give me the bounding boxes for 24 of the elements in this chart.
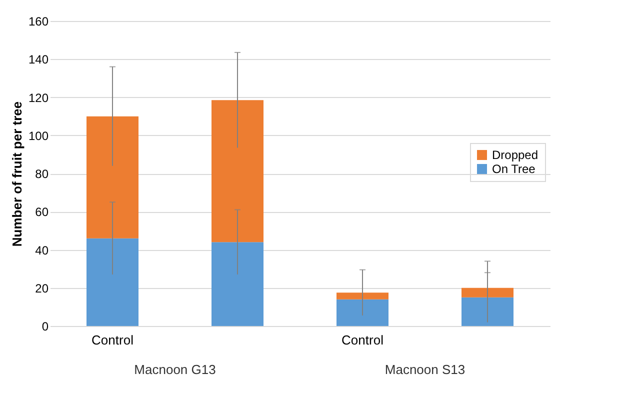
y-tick-label: 60 — [35, 205, 49, 220]
y-tick-label: 100 — [28, 128, 49, 143]
y-tick-label: 120 — [28, 90, 49, 105]
x-tick-label: Control — [92, 332, 134, 348]
bar — [336, 299, 388, 326]
bar — [86, 116, 138, 238]
bar — [462, 297, 514, 326]
legend-label: On Tree — [492, 162, 536, 176]
y-tick-label: 20 — [35, 281, 49, 296]
x-tick-label: Control — [342, 332, 384, 348]
y-tick-label: 80 — [35, 167, 49, 181]
bar — [86, 238, 138, 326]
y-tick-label: 160 — [28, 14, 49, 28]
bar — [336, 292, 388, 300]
bar — [462, 288, 514, 298]
bar — [212, 242, 264, 326]
y-tick-label: 140 — [28, 52, 49, 67]
y-tick-label: 0 — [42, 320, 49, 334]
bar — [212, 100, 264, 242]
y-axis-title: Number of fruit per tree — [9, 101, 24, 247]
text: Macnoon G13 — [134, 362, 216, 377]
y-tick-label: 40 — [35, 243, 49, 258]
legend-label: Dropped — [492, 148, 538, 162]
text: Macnoon S13 — [384, 362, 466, 377]
